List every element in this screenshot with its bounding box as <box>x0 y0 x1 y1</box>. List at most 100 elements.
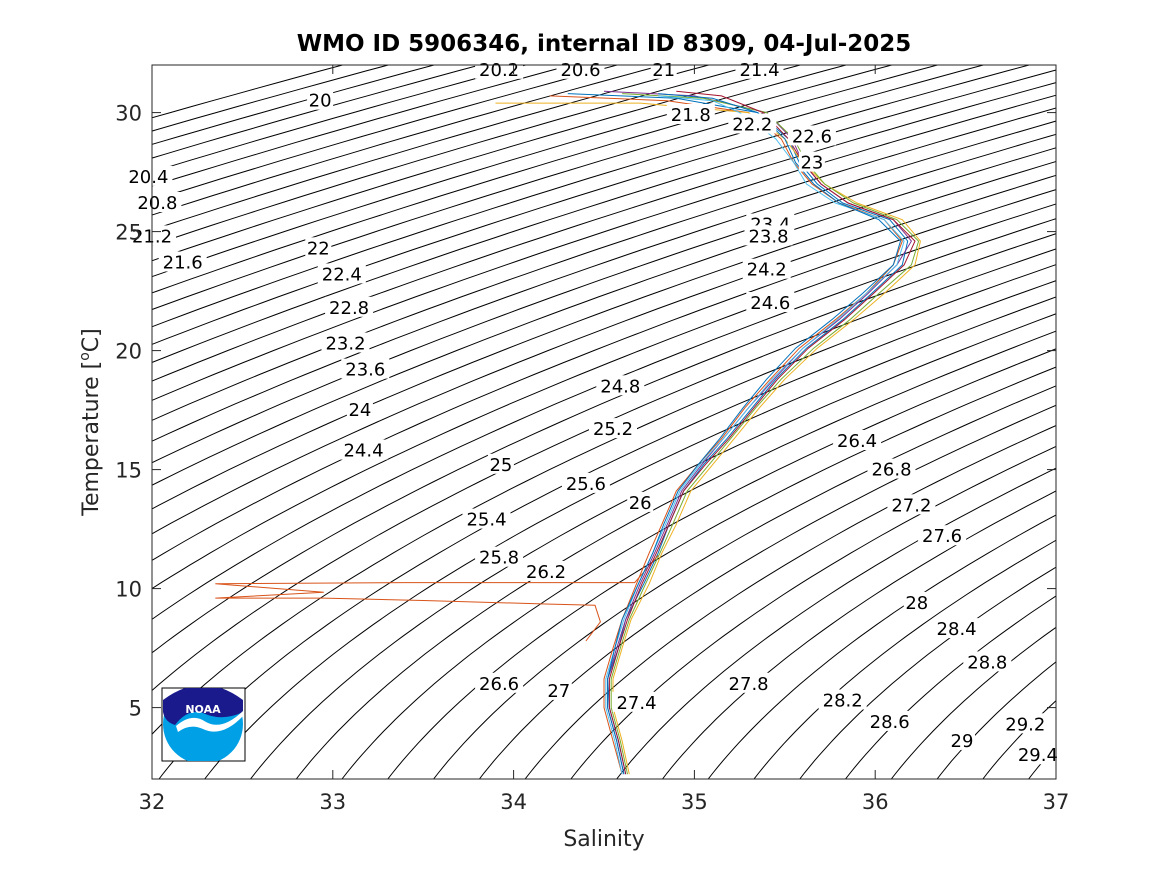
contour-label: 25 <box>489 455 512 476</box>
y-tick-label: 5 <box>129 697 142 721</box>
contour-label-background <box>833 430 882 450</box>
density-contour <box>152 107 1056 421</box>
contour-label-background <box>787 125 836 146</box>
contour-label: 24.8 <box>600 376 640 397</box>
density-contour <box>707 514 1056 779</box>
x-tick-label: 32 <box>139 790 166 814</box>
noaa-logo-navy <box>163 688 243 725</box>
contour-label: 20.6 <box>560 60 600 81</box>
contour-label-background <box>475 58 524 79</box>
density-contour <box>152 65 665 216</box>
density-contour <box>570 445 1056 779</box>
contour-label: 28.4 <box>937 619 977 640</box>
contour-label-background <box>865 710 914 731</box>
contour-label: 29 <box>951 731 974 752</box>
contour-label-background <box>589 418 637 439</box>
contour-label: 23 <box>800 153 823 174</box>
contour-label: 21.6 <box>163 253 203 274</box>
contour-label: 22.8 <box>329 298 369 319</box>
contour-label: 23.8 <box>748 226 788 247</box>
chart-title: WMO ID 5906346, internal ID 8309, 04-Jul… <box>297 31 912 57</box>
contour-label-background <box>325 296 374 317</box>
contour-label: 27 <box>547 681 570 702</box>
contour-label-background <box>932 618 981 639</box>
x-tick-label: 34 <box>500 790 527 814</box>
contour-label: 24.2 <box>747 260 787 281</box>
density-contour <box>152 65 482 159</box>
density-contour <box>152 147 1056 486</box>
contour-label-background <box>724 672 773 693</box>
y-tick-label: 25 <box>115 221 142 245</box>
x-tick-label: 37 <box>1043 790 1070 814</box>
contour-label-background <box>949 729 975 750</box>
x-tick-label: 33 <box>319 790 346 814</box>
contour-label-background <box>475 546 524 567</box>
contour-label-background <box>305 237 332 258</box>
noaa-logo: NOAA <box>161 687 246 762</box>
density-contour <box>152 65 894 294</box>
contour-label: 22.6 <box>792 126 832 147</box>
contour-label-background <box>818 689 867 710</box>
density-contour <box>152 133 1056 464</box>
density-contour <box>152 174 1056 535</box>
contour-label: 28.8 <box>967 652 1007 673</box>
density-contour <box>1088 17 1167 826</box>
density-contour <box>152 65 528 173</box>
density-contour <box>152 65 574 187</box>
plot-frame <box>151 64 1057 780</box>
y-axis-label-unit: C] <box>79 328 104 352</box>
contour-label: 27.6 <box>922 526 962 547</box>
contour-label: 22.4 <box>322 264 362 285</box>
contour-label-background <box>561 472 610 493</box>
density-contour <box>204 296 1056 779</box>
contour-label-background <box>487 453 514 474</box>
contour-label: 26.2 <box>526 562 566 583</box>
contour-label-background <box>612 691 661 712</box>
contour-label-background <box>735 58 784 79</box>
contour-label-background <box>545 679 572 700</box>
contour-label-background <box>887 494 936 515</box>
density-contour <box>152 120 1056 442</box>
contour-label: 20 <box>309 91 332 112</box>
density-contour <box>890 626 1056 779</box>
contour-label: 28 <box>905 593 928 614</box>
contour-label: 29.2 <box>1005 714 1045 735</box>
contour-label-background <box>918 525 967 546</box>
contour-label: 28.6 <box>870 712 910 733</box>
density-contour <box>1042 17 1167 826</box>
profile-line <box>215 554 659 642</box>
contour-label: 21 <box>652 60 675 81</box>
contour-label-background <box>798 151 825 172</box>
y-axis-label-sup: o <box>77 352 93 361</box>
contour-label-background <box>133 192 182 212</box>
contour-label-background <box>346 399 373 420</box>
density-contour <box>799 566 1056 779</box>
density-contour <box>844 595 1056 779</box>
contour-label-background <box>650 58 677 79</box>
contour-label: 23.6 <box>345 360 385 381</box>
contour-label: 21.8 <box>671 105 711 126</box>
density-contour <box>152 69 1056 363</box>
density-contour <box>152 65 711 231</box>
contour-label: 25.8 <box>479 548 519 569</box>
contour-label: 27.8 <box>729 674 769 695</box>
density-contour <box>341 348 1056 779</box>
density-contour <box>936 661 1056 779</box>
y-tick-label: 15 <box>115 459 142 483</box>
contour-label: 27.2 <box>891 495 931 516</box>
contour-label: 24 <box>348 400 371 421</box>
noaa-logo-wave <box>176 711 243 732</box>
contour-label: 20.8 <box>137 193 177 214</box>
contour-label: 22.2 <box>732 115 772 136</box>
contour-label-background <box>744 225 793 246</box>
contour-label: 26.4 <box>837 431 877 452</box>
contour-label: 27.4 <box>616 693 656 714</box>
density-contour <box>387 366 1056 779</box>
contour-label-background <box>307 89 334 110</box>
density-contour <box>152 65 620 201</box>
y-axis-label: Temperature [oC] <box>77 328 104 516</box>
density-contour <box>152 65 848 278</box>
contour-label: 24.6 <box>750 293 790 314</box>
contour-label-background <box>317 263 366 284</box>
